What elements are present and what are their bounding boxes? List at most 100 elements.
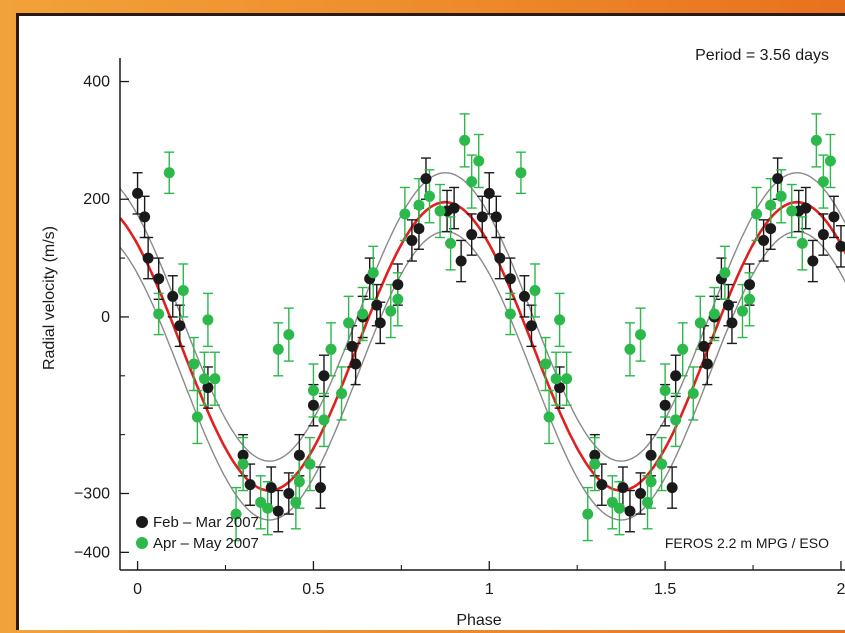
chart-panel: 400 200 0 −300 −400 0 0.5 1 1.5 2 Period = 3.56 d… bbox=[16, 13, 845, 630]
data-point-apr-may-6 bbox=[202, 314, 214, 326]
data-point-apr-may-14 bbox=[290, 496, 302, 508]
data-point-feb-mar-20 bbox=[371, 299, 383, 311]
data-point-feb-mar-0 bbox=[132, 187, 144, 199]
data-point-feb-mar-11 bbox=[283, 487, 295, 499]
data-point-apr-may-30 bbox=[445, 237, 457, 249]
data-point-feb-mar-4 bbox=[167, 290, 179, 302]
data-point-apr-may-61 bbox=[765, 199, 777, 211]
data-point-apr-may-46 bbox=[624, 343, 636, 355]
data-point-feb-mar-51 bbox=[722, 299, 734, 311]
data-point-feb-mar-21 bbox=[374, 317, 386, 329]
data-point-feb-mar-40 bbox=[617, 482, 629, 494]
data-point-apr-may-57 bbox=[719, 267, 731, 279]
data-point-apr-may-0 bbox=[163, 167, 175, 179]
data-point-apr-may-17 bbox=[307, 385, 319, 397]
data-point-apr-may-21 bbox=[343, 317, 355, 329]
data-point-apr-may-3 bbox=[188, 358, 200, 370]
data-point-apr-may-26 bbox=[399, 208, 411, 220]
data-point-feb-mar-56 bbox=[772, 173, 784, 185]
data-point-apr-may-11 bbox=[262, 502, 274, 514]
data-point-apr-may-51 bbox=[659, 385, 671, 397]
data-point-apr-may-65 bbox=[810, 134, 822, 146]
data-point-feb-mar-54 bbox=[758, 234, 770, 246]
data-point-apr-may-48 bbox=[642, 496, 654, 508]
data-point-apr-may-13 bbox=[283, 329, 295, 341]
data-point-feb-mar-9 bbox=[265, 482, 277, 494]
data-point-feb-mar-16 bbox=[346, 340, 358, 352]
data-point-apr-may-28 bbox=[423, 190, 435, 202]
data-point-feb-mar-29 bbox=[466, 229, 478, 241]
data-point-apr-may-45 bbox=[613, 502, 625, 514]
data-point-feb-mar-60 bbox=[817, 229, 829, 241]
data-point-apr-may-12 bbox=[272, 343, 284, 355]
data-point-apr-may-8 bbox=[230, 508, 242, 520]
data-point-feb-mar-34 bbox=[504, 273, 516, 285]
data-point-feb-mar-22 bbox=[392, 279, 404, 291]
data-point-apr-may-25 bbox=[392, 293, 404, 305]
data-points bbox=[132, 134, 845, 520]
data-point-apr-may-33 bbox=[473, 155, 485, 167]
data-point-apr-may-32 bbox=[466, 176, 478, 188]
axes: 400 200 0 −300 −400 0 0.5 1 1.5 2 bbox=[74, 58, 845, 598]
legend-label-apr-may: Apr – May 2007 bbox=[153, 535, 259, 552]
data-point-apr-may-59 bbox=[744, 293, 756, 305]
data-point-apr-may-60 bbox=[751, 208, 763, 220]
data-point-feb-mar-25 bbox=[420, 173, 432, 185]
data-point-apr-may-37 bbox=[540, 358, 552, 370]
data-point-feb-mar-42 bbox=[635, 487, 647, 499]
data-point-feb-mar-10 bbox=[272, 505, 284, 517]
legend-marker-apr-may bbox=[136, 537, 148, 549]
data-point-feb-mar-43 bbox=[645, 449, 657, 461]
data-point-apr-may-35 bbox=[504, 308, 516, 320]
data-point-feb-mar-35 bbox=[518, 290, 530, 302]
data-point-apr-may-42 bbox=[582, 508, 594, 520]
data-point-feb-mar-23 bbox=[406, 234, 418, 246]
data-point-feb-mar-3 bbox=[153, 273, 165, 285]
data-point-apr-may-2 bbox=[177, 284, 189, 296]
y-tick-label-2: 0 bbox=[101, 309, 110, 326]
data-point-apr-may-56 bbox=[708, 308, 720, 320]
data-point-apr-may-52 bbox=[670, 414, 682, 426]
data-point-apr-may-63 bbox=[786, 205, 798, 217]
data-point-apr-may-20 bbox=[336, 387, 348, 399]
error-bars bbox=[132, 113, 845, 542]
data-point-feb-mar-31 bbox=[483, 187, 495, 199]
data-point-apr-may-4 bbox=[191, 411, 203, 423]
x-tick-label-0: 0 bbox=[133, 581, 142, 598]
data-point-feb-mar-8 bbox=[244, 479, 256, 491]
data-point-apr-may-5 bbox=[198, 373, 210, 385]
data-point-feb-mar-12 bbox=[293, 449, 305, 461]
data-point-feb-mar-46 bbox=[670, 370, 682, 382]
data-point-feb-mar-58 bbox=[800, 202, 812, 214]
data-point-apr-may-66 bbox=[817, 176, 829, 188]
x-tick-label-3: 1.5 bbox=[654, 581, 676, 598]
y-tick-label-4: −400 bbox=[74, 544, 110, 561]
data-point-apr-may-49 bbox=[645, 476, 657, 488]
data-point-apr-may-54 bbox=[687, 387, 699, 399]
data-point-feb-mar-30 bbox=[476, 211, 488, 223]
data-point-feb-mar-1 bbox=[139, 211, 151, 223]
data-point-apr-may-50 bbox=[656, 458, 668, 470]
data-point-apr-may-40 bbox=[554, 314, 566, 326]
data-point-feb-mar-2 bbox=[142, 252, 154, 264]
data-point-apr-may-36 bbox=[529, 284, 541, 296]
data-point-apr-may-34 bbox=[515, 167, 527, 179]
data-point-feb-mar-28 bbox=[455, 255, 467, 267]
legend-marker-feb-mar bbox=[136, 516, 148, 528]
x-axis-label: Phase bbox=[456, 612, 501, 629]
data-point-feb-mar-36 bbox=[525, 320, 537, 332]
data-point-apr-may-29 bbox=[434, 205, 446, 217]
x-tick-label-1: 0.5 bbox=[302, 581, 324, 598]
data-point-feb-mar-38 bbox=[589, 449, 601, 461]
data-point-apr-may-7 bbox=[209, 373, 221, 385]
data-point-feb-mar-24 bbox=[413, 223, 425, 235]
data-point-feb-mar-45 bbox=[666, 482, 678, 494]
data-point-apr-may-27 bbox=[413, 199, 425, 211]
data-point-feb-mar-52 bbox=[726, 317, 738, 329]
data-point-feb-mar-55 bbox=[765, 223, 777, 235]
data-point-feb-mar-13 bbox=[307, 399, 319, 411]
model-fit-curve bbox=[118, 200, 845, 492]
data-point-apr-may-19 bbox=[325, 343, 337, 355]
data-point-apr-may-53 bbox=[677, 343, 689, 355]
data-point-apr-may-15 bbox=[293, 476, 305, 488]
